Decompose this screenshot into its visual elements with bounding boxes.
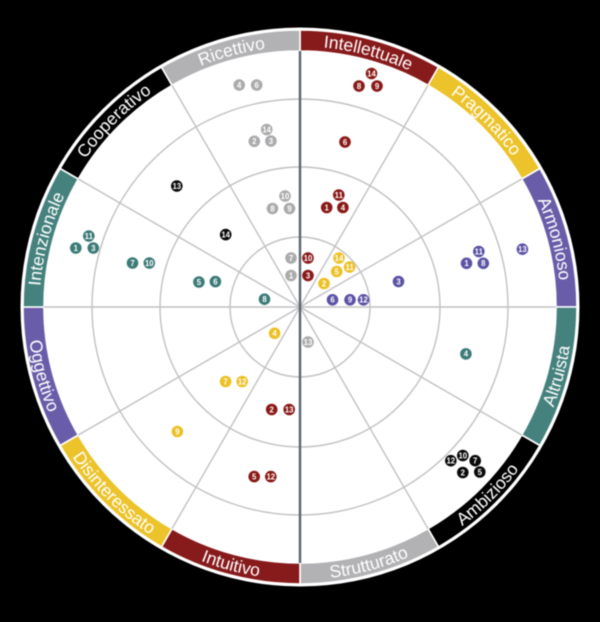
svg-text:7: 7 [130,259,134,268]
svg-text:13: 13 [518,245,527,254]
svg-text:10: 10 [145,259,154,268]
svg-text:9: 9 [175,427,180,436]
svg-text:4: 4 [341,203,346,212]
svg-text:11: 11 [475,247,484,256]
svg-text:7: 7 [473,456,477,465]
svg-text:2: 2 [322,279,327,288]
svg-text:11: 11 [345,263,354,272]
svg-text:13: 13 [304,338,313,347]
svg-text:6: 6 [343,138,348,147]
svg-text:4: 4 [464,350,469,359]
svg-text:4: 4 [237,81,242,90]
svg-text:9: 9 [375,82,380,91]
svg-text:8: 8 [481,259,486,268]
svg-text:9: 9 [348,296,353,305]
svg-text:2: 2 [461,468,466,477]
svg-text:8: 8 [262,295,267,304]
svg-text:9: 9 [287,204,292,213]
svg-text:11: 11 [85,232,94,241]
svg-text:12: 12 [266,472,275,481]
svg-text:3: 3 [269,137,274,146]
svg-text:6: 6 [255,81,260,90]
svg-text:1: 1 [325,203,330,212]
svg-text:6: 6 [330,296,335,305]
svg-text:5: 5 [252,472,257,481]
svg-text:2: 2 [270,405,275,414]
svg-text:1: 1 [289,271,294,280]
svg-text:1: 1 [464,259,469,268]
svg-text:4: 4 [272,329,277,338]
svg-text:11: 11 [335,191,344,200]
svg-text:10: 10 [304,254,313,263]
svg-text:8: 8 [270,204,275,213]
svg-text:13: 13 [172,182,181,191]
svg-text:8: 8 [357,82,362,91]
svg-text:7: 7 [289,254,293,263]
svg-text:6: 6 [213,277,218,286]
svg-text:12: 12 [446,456,455,465]
svg-text:1: 1 [74,244,79,253]
svg-text:2: 2 [252,137,257,146]
svg-text:14: 14 [262,125,271,134]
svg-text:7: 7 [223,377,227,386]
svg-text:5: 5 [478,468,483,477]
svg-text:5: 5 [197,278,202,287]
svg-text:13: 13 [285,405,294,414]
svg-text:3: 3 [306,271,311,280]
svg-text:14: 14 [367,69,376,78]
svg-text:3: 3 [396,277,401,286]
svg-text:12: 12 [359,296,368,305]
svg-text:3: 3 [91,244,96,253]
svg-text:14: 14 [221,230,230,239]
svg-text:12: 12 [238,377,247,386]
svg-text:5: 5 [335,267,340,276]
svg-text:10: 10 [458,451,467,460]
svg-text:14: 14 [335,254,344,263]
svg-text:10: 10 [281,192,290,201]
